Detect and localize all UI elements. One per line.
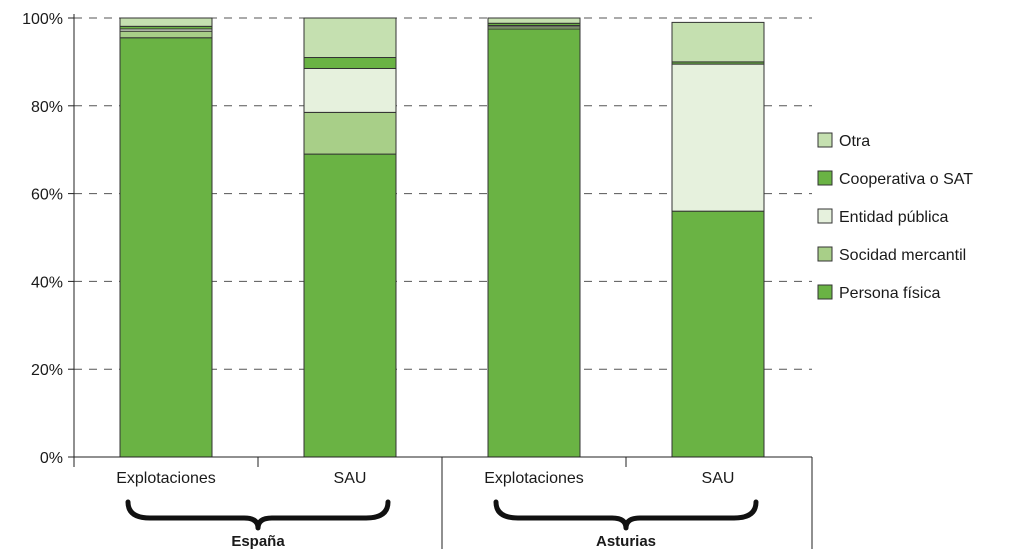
group-label: España (231, 533, 285, 549)
group-brace (125, 499, 391, 531)
legend-swatch (817, 170, 833, 186)
x-tick-labels: Explotaciones SAU Explotaciones SAU (116, 470, 734, 487)
bar-segment (303, 153, 397, 458)
legend-label: Otra (839, 133, 870, 150)
bar-segment (119, 17, 213, 27)
bar-segment (487, 17, 581, 24)
group-braces: España Asturias (125, 499, 759, 549)
bar-segment (671, 21, 765, 63)
legend: Otra Cooperativa o SAT Entidad pública Soci… (817, 132, 973, 302)
y-tick-label: 20% (31, 362, 63, 379)
y-tick-labels: 0% 20% 40% 60% 80% 100% (22, 11, 63, 467)
legend-swatch (817, 284, 833, 300)
group-label: Asturias (596, 533, 656, 549)
bars (119, 17, 765, 458)
legend-label: Cooperativa o SAT (839, 171, 973, 188)
bar-segment (119, 30, 213, 39)
y-tick-label: 0% (40, 450, 63, 467)
bar-segment (303, 111, 397, 155)
legend-label: Entidad pública (839, 209, 949, 226)
bar-segment (303, 17, 397, 59)
x-tick-label: Explotaciones (484, 470, 584, 487)
legend-swatch (817, 246, 833, 262)
bar-segment (671, 63, 765, 212)
legend-swatch (817, 208, 833, 224)
x-tick-label: SAU (702, 470, 735, 487)
y-tick-label: 80% (31, 99, 63, 116)
legend-label: Socidad mercantil (839, 247, 966, 264)
bar-segment (303, 57, 397, 69)
legend-swatch (817, 132, 833, 148)
x-tick-label: Explotaciones (116, 470, 216, 487)
bar-segment (119, 37, 213, 458)
y-tick-label: 40% (31, 274, 63, 291)
y-tick-label: 100% (22, 11, 63, 28)
bar-segment (303, 67, 397, 113)
x-tick-label: SAU (334, 470, 367, 487)
y-tick-label: 60% (31, 187, 63, 204)
legend-label: Persona física (839, 285, 940, 302)
bar-segment (487, 28, 581, 458)
axes (68, 14, 813, 549)
bar-segment (671, 210, 765, 458)
group-brace (493, 499, 759, 531)
